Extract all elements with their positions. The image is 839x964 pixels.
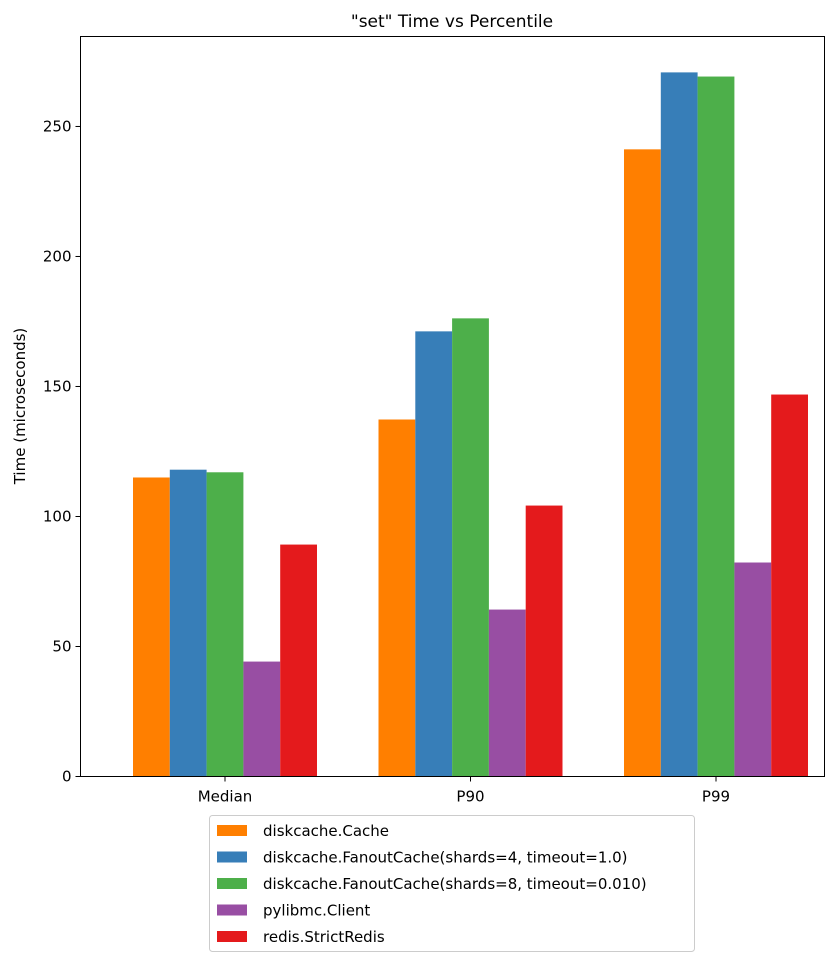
legend: diskcache.Cache diskcache.FanoutCache(sha… — [209, 815, 695, 952]
legend-label: diskcache.Cache — [263, 822, 389, 840]
bar-p90-series-1 — [415, 331, 453, 777]
plot-frame — [80, 36, 825, 777]
chart-title: "set" Time vs Percentile — [351, 12, 553, 32]
bar-median-series-3 — [243, 661, 281, 777]
bar-median-series-4 — [280, 544, 317, 777]
legend-swatch — [217, 825, 247, 836]
legend-swatch — [217, 878, 247, 889]
bar-median-series-2 — [206, 472, 244, 777]
y-tick-label: 150 — [43, 377, 72, 395]
legend-label: diskcache.FanoutCache(shards=4, timeout=… — [263, 849, 628, 867]
bar-median-series-0 — [133, 477, 170, 777]
bar-p99-series-3 — [734, 562, 772, 777]
bar-p90-series-3 — [488, 609, 526, 777]
bar-p90-series-2 — [452, 318, 489, 777]
legend-box — [209, 815, 695, 952]
legend-swatch — [217, 904, 247, 916]
legend-label: diskcache.FanoutCache(shards=8, timeout=… — [263, 875, 647, 893]
y-tick-label: 50 — [52, 637, 71, 655]
legend-swatch — [217, 851, 247, 863]
bar-p90-series-4 — [525, 505, 563, 777]
x-tick-label: P99 — [702, 788, 730, 806]
y-axis-label: Time (microseconds) — [11, 328, 29, 486]
bar-p99-series-2 — [697, 76, 735, 777]
legend-label: pylibmc.Client — [263, 902, 370, 920]
x-tick-label: P90 — [456, 788, 484, 806]
x-tick-label: Median — [198, 788, 253, 806]
bar-p99-series-1 — [660, 72, 698, 777]
y-tick-label: 200 — [43, 247, 72, 265]
y-tick-label: 0 — [62, 768, 72, 786]
y-tick-label: 100 — [43, 507, 72, 525]
y-tick-label: 250 — [43, 117, 72, 135]
bar-median-series-1 — [169, 469, 207, 777]
bar-p90-series-0 — [378, 419, 416, 777]
legend-swatch — [217, 931, 247, 942]
legend-label: redis.StrictRedis — [263, 928, 385, 946]
bar-p99-series-4 — [771, 394, 808, 777]
bar-p99-series-0 — [624, 149, 661, 777]
